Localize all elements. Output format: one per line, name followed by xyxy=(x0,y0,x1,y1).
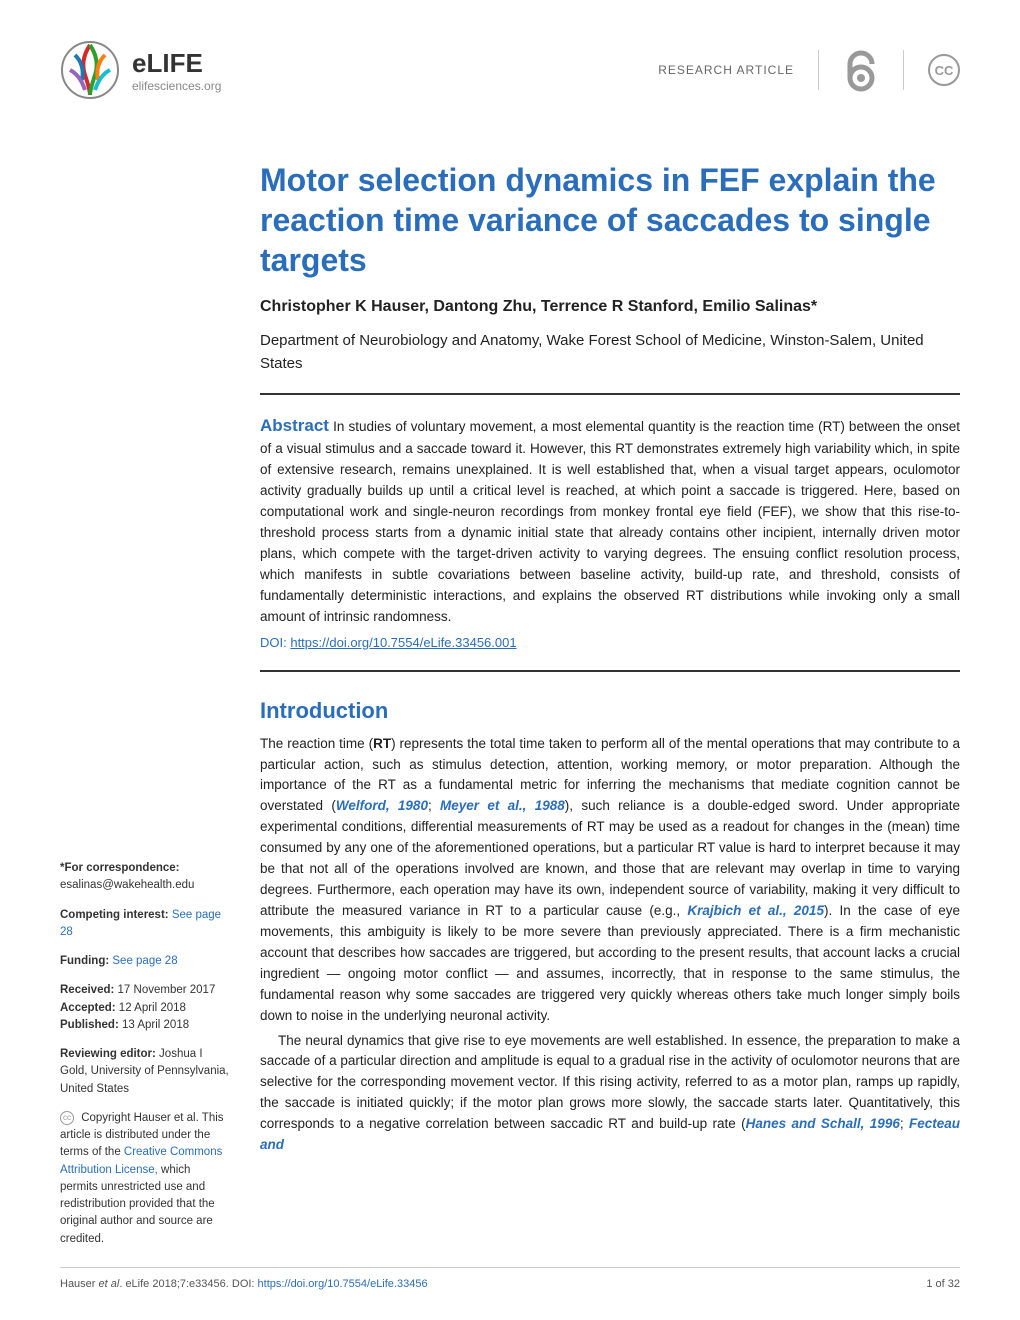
open-access-icon xyxy=(843,48,879,92)
citation-ref[interactable]: Krajbich et al., 2015 xyxy=(687,903,824,918)
text-run: ). In the case of eye movements, this am… xyxy=(260,903,960,1023)
page-number: 1 of 32 xyxy=(926,1278,960,1290)
dates-block: Received: 17 November 2017 Accepted: 12 … xyxy=(60,982,230,1034)
published-date: 13 April 2018 xyxy=(122,1019,189,1031)
published-label: Published: xyxy=(60,1019,122,1031)
correspondence-block: *For correspondence: esalinas@wakehealth… xyxy=(60,860,230,895)
text-run: ; xyxy=(428,798,440,813)
article-info-sidebar: *For correspondence: esalinas@wakehealth… xyxy=(60,160,230,1260)
editor-label: Reviewing editor: xyxy=(60,1048,159,1060)
received-date: 17 November 2017 xyxy=(118,984,216,996)
page-footer: Hauser et al. eLife 2018;7:e33456. DOI: … xyxy=(60,1267,960,1290)
funding-block: Funding: See page 28 xyxy=(60,953,230,970)
citation-ref[interactable]: Meyer et al., 1988 xyxy=(440,798,565,813)
correspondence-email: esalinas@wakehealth.edu xyxy=(60,879,194,891)
received-label: Received: xyxy=(60,984,118,996)
abbrev-rt: RT xyxy=(373,736,391,751)
article-body: Motor selection dynamics in FEF explain … xyxy=(260,160,960,1260)
article-title: Motor selection dynamics in FEF explain … xyxy=(260,160,960,280)
doi-block: DOI: https://doi.org/10.7554/eLife.33456… xyxy=(260,634,960,652)
page-header: eLIFE elifesciences.org RESEARCH ARTICLE… xyxy=(0,0,1020,120)
footer-doi-link[interactable]: https://doi.org/10.7554/eLife.33456 xyxy=(258,1278,428,1290)
text-run: ), such reliance is a double-edged sword… xyxy=(260,798,960,918)
journal-url: elifesciences.org xyxy=(132,79,221,93)
accepted-label: Accepted: xyxy=(60,1002,119,1014)
author-list: Christopher K Hauser, Dantong Zhu, Terre… xyxy=(260,298,960,316)
logo-text: eLIFE elifesciences.org xyxy=(132,48,221,93)
divider xyxy=(818,50,819,90)
doi-label: DOI: xyxy=(232,1278,258,1290)
copyright-block: cc Copyright Hauser et al. This article … xyxy=(60,1110,230,1248)
competing-interest-block: Competing interest: See page 28 xyxy=(60,907,230,942)
divider xyxy=(260,393,960,395)
text-run: . eLife 2018;7:e33456. xyxy=(119,1278,232,1290)
introduction-text: The reaction time (RT) represents the to… xyxy=(260,734,960,1156)
introduction-heading: Introduction xyxy=(260,698,960,724)
elife-logo-icon xyxy=(60,40,120,100)
divider xyxy=(903,50,904,90)
main-content: *For correspondence: esalinas@wakehealth… xyxy=(0,120,1020,1260)
header-right: RESEARCH ARTICLE CC xyxy=(658,48,960,92)
footer-citation: Hauser et al. eLife 2018;7:e33456. DOI: … xyxy=(60,1278,428,1290)
article-type-label: RESEARCH ARTICLE xyxy=(658,63,794,77)
text-run: ; xyxy=(900,1116,909,1131)
divider xyxy=(260,670,960,672)
abstract-text: In studies of voluntary movement, a most… xyxy=(260,419,960,624)
cc-small-icon: cc xyxy=(60,1111,74,1125)
intro-paragraph-2: The neural dynamics that give rise to ey… xyxy=(260,1031,960,1157)
funding-link[interactable]: See page 28 xyxy=(112,955,177,967)
correspondence-label: *For correspondence: xyxy=(60,862,180,874)
doi-link[interactable]: https://doi.org/10.7554/eLife.33456.001 xyxy=(290,635,516,650)
logo-block: eLIFE elifesciences.org xyxy=(60,40,221,100)
affiliation: Department of Neurobiology and Anatomy, … xyxy=(260,330,960,375)
editor-block: Reviewing editor: Joshua I Gold, Univers… xyxy=(60,1046,230,1098)
citation-ref[interactable]: Welford, 1980 xyxy=(336,798,428,813)
journal-name: eLIFE xyxy=(132,48,221,79)
doi-label: DOI: xyxy=(260,635,290,650)
text-run: Hauser xyxy=(60,1278,99,1290)
abstract-label: Abstract xyxy=(260,416,329,435)
cc-license-icon: CC xyxy=(928,54,960,86)
intro-paragraph-1: The reaction time (RT) represents the to… xyxy=(260,734,960,1027)
text-run: The reaction time ( xyxy=(260,736,373,751)
competing-label: Competing interest: xyxy=(60,909,172,921)
funding-label: Funding: xyxy=(60,955,112,967)
text-run: et al xyxy=(99,1278,120,1290)
accepted-date: 12 April 2018 xyxy=(119,1002,186,1014)
abstract-block: Abstract In studies of voluntary movemen… xyxy=(260,413,960,628)
citation-ref[interactable]: Hanes and Schall, 1996 xyxy=(746,1116,900,1131)
